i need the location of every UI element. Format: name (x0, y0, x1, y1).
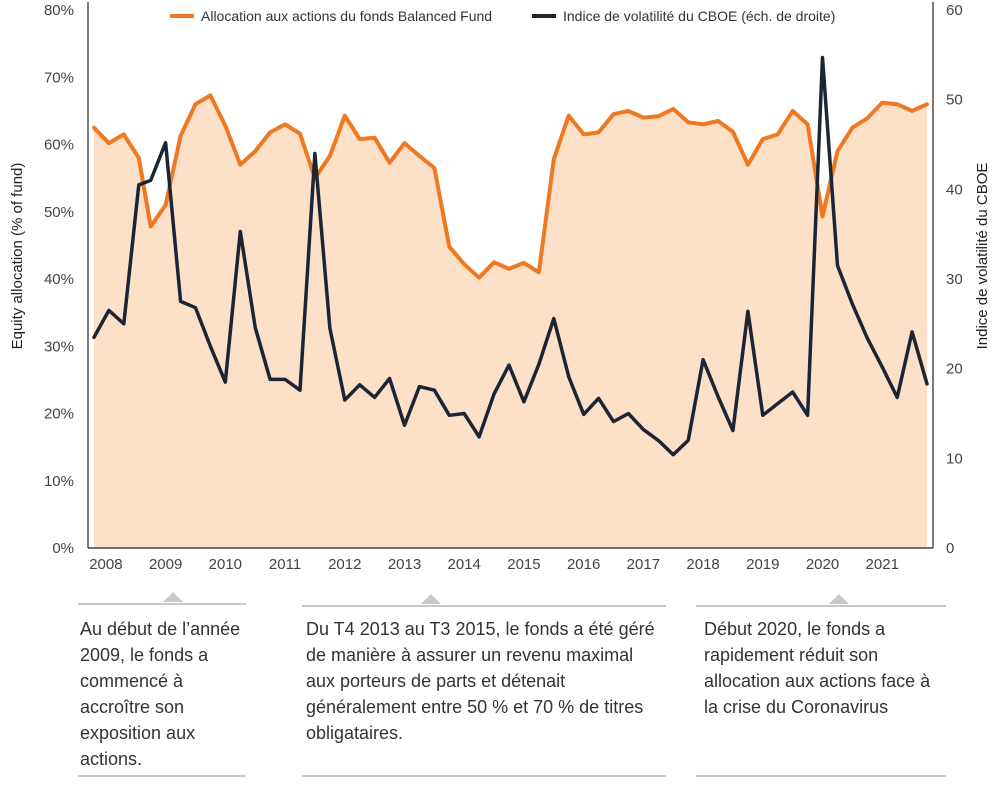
allocation-area (93, 95, 928, 549)
x-tick-label: 2013 (388, 556, 421, 573)
annotation-2-top-rule (302, 605, 666, 607)
right-tick-label: 60 (946, 2, 963, 19)
left-tick-label: 60% (44, 137, 74, 154)
x-tick-label: 2018 (686, 556, 719, 573)
x-tick-label: 2021 (866, 556, 899, 573)
axes (87, 2, 934, 549)
vix-series-line (92, 55, 929, 457)
annotation-2-text: Du T4 2013 au T3 2015, le fonds a été gé… (306, 619, 655, 743)
left-axis-title: Equity allocation (% of fund) (9, 163, 26, 350)
left-tick-label: 70% (44, 69, 74, 86)
right-tick-label: 40 (946, 181, 963, 198)
legend-label-vix: Indice de volatilité du CBOE (éch. de dr… (563, 8, 835, 24)
left-tick-label: 80% (44, 2, 74, 19)
annotation-2-bottom-rule (302, 775, 666, 777)
x-tick-label: 2009 (149, 556, 182, 573)
left-tick-label: 10% (44, 473, 74, 490)
x-axis-ticks: 2008 2009 2010 2011 2012 2013 2014 2015 2016 2017… (89, 556, 899, 573)
annotation-3-bottom-rule (696, 775, 946, 777)
allocation-series-line (92, 93, 929, 280)
x-tick-label: 2014 (448, 556, 481, 573)
x-tick-label: 2015 (507, 556, 540, 573)
annotation-1-top-rule (78, 603, 246, 605)
x-tick-label: 2010 (209, 556, 242, 573)
right-tick-label: 0 (946, 540, 954, 557)
annotation-3-text: Début 2020, le fonds a rapidement réduit… (704, 619, 931, 717)
right-tick-label: 30 (946, 271, 963, 288)
annotation-3-top-rule (696, 605, 946, 607)
x-tick-label: 2008 (89, 556, 122, 573)
annotation-3-pointer (829, 594, 849, 604)
chart: 0% 10% 20% 30% 40% 50% 60% 70% 80% 0 10 20 30 40 50 60… (9, 2, 991, 573)
right-axis-title: Indice de volatilité du CBOE (974, 163, 991, 350)
annotation-1-bottom-rule (78, 775, 246, 777)
x-tick-label: 2012 (328, 556, 361, 573)
right-tick-label: 50 (946, 92, 963, 109)
right-axis-ticks: 0 10 20 30 40 50 60 (946, 2, 963, 557)
left-tick-label: 30% (44, 338, 74, 355)
left-tick-label: 20% (44, 406, 74, 423)
annotation-1-pointer (163, 592, 183, 602)
left-axis-ticks: 0% 10% 20% 30% 40% 50% 60% 70% 80% (44, 2, 74, 557)
left-tick-label: 50% (44, 204, 74, 221)
x-tick-label: 2020 (806, 556, 839, 573)
left-tick-label: 0% (52, 540, 74, 557)
series-lines (92, 55, 929, 457)
legend: Allocation aux actions du fonds Balanced… (170, 8, 835, 24)
x-tick-label: 2019 (746, 556, 779, 573)
right-tick-label: 10 (946, 450, 963, 467)
x-tick-label: 2016 (567, 556, 600, 573)
annotation-1-text: Au début de l’année 2009, le fonds a com… (80, 619, 241, 769)
legend-label-allocation: Allocation aux actions du fonds Balanced… (201, 8, 492, 24)
annotation-2-pointer (421, 594, 441, 604)
x-tick-label: 2017 (627, 556, 660, 573)
x-tick-label: 2011 (269, 556, 301, 573)
right-tick-label: 20 (946, 361, 963, 378)
left-tick-label: 40% (44, 271, 74, 288)
